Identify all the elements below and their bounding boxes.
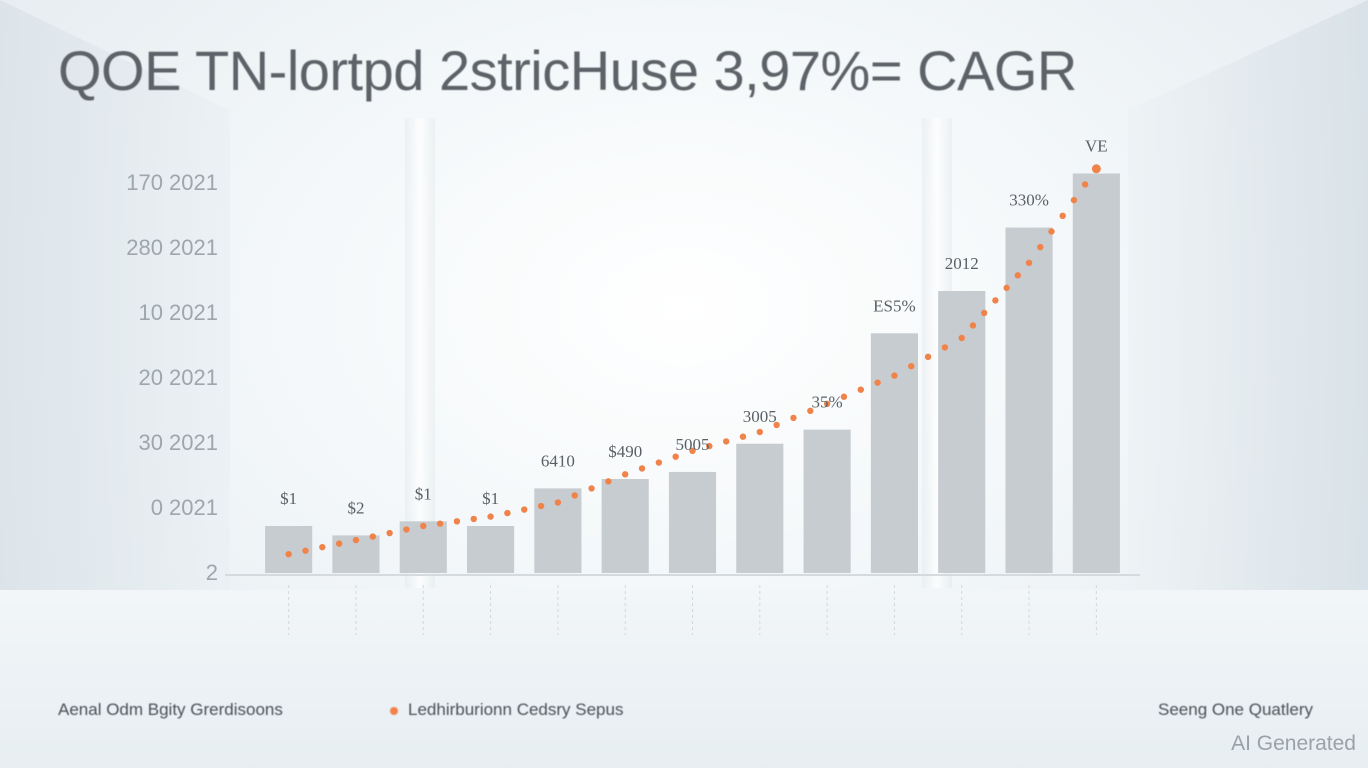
data-label: $490 bbox=[608, 442, 642, 461]
legend-line-label: Ledhirburionn Cedsry Sepus bbox=[408, 700, 624, 719]
line-point bbox=[571, 492, 578, 499]
right-wall bbox=[1128, 0, 1368, 690]
line-point bbox=[453, 518, 461, 525]
line-point bbox=[908, 363, 915, 370]
line-point bbox=[403, 526, 410, 533]
data-label: $2 bbox=[347, 498, 364, 517]
line-point bbox=[621, 471, 629, 478]
line-point bbox=[756, 428, 764, 436]
line-point bbox=[521, 506, 528, 513]
line-point bbox=[980, 309, 988, 317]
line-point bbox=[1003, 284, 1010, 292]
bar bbox=[601, 479, 649, 573]
line-point bbox=[1091, 164, 1101, 174]
line-point bbox=[369, 533, 376, 540]
data-label: ES5% bbox=[873, 296, 916, 315]
chart-area: 170 2021 280 2021 10 2021 20 2021 30 2021 0 2… bbox=[126, 137, 1140, 635]
y-tick-label: 170 2021 bbox=[126, 170, 218, 195]
bar bbox=[736, 443, 784, 573]
data-label: 5005 bbox=[676, 435, 710, 454]
line-point bbox=[1081, 181, 1089, 188]
value-labels: $1 $2 $1 $1 6410 $490 5005 3005 35% ES5% 2012 330% V… bbox=[280, 137, 1108, 518]
line-point bbox=[655, 459, 663, 466]
floor bbox=[0, 590, 1368, 768]
line-point bbox=[1059, 212, 1066, 219]
line-point bbox=[874, 379, 881, 386]
bar bbox=[1072, 173, 1120, 573]
data-label: 3005 bbox=[743, 407, 777, 426]
line-point bbox=[807, 407, 814, 415]
line-point bbox=[722, 438, 730, 445]
legend-right: Seeng One Quatlery bbox=[1158, 700, 1313, 719]
y-tick-label: 10 2021 bbox=[138, 300, 218, 325]
line-point bbox=[638, 465, 646, 472]
watermark: AI Generated bbox=[1231, 732, 1356, 755]
line-point bbox=[941, 344, 949, 351]
line-point bbox=[420, 522, 427, 530]
data-label: 330% bbox=[1009, 191, 1049, 210]
line-series bbox=[285, 164, 1101, 558]
line-point bbox=[773, 421, 780, 429]
line-point bbox=[672, 453, 679, 460]
line-point bbox=[335, 540, 343, 547]
data-label: $1 bbox=[280, 489, 297, 508]
line-point bbox=[1037, 243, 1044, 251]
data-label: 35% bbox=[812, 393, 843, 412]
line-point bbox=[958, 334, 965, 342]
y-axis-ticks: 170 2021 280 2021 10 2021 20 2021 30 2021 0 2… bbox=[126, 170, 218, 585]
legend-line-dot-icon bbox=[390, 706, 398, 715]
line-point bbox=[790, 414, 797, 422]
data-label: $1 bbox=[415, 484, 432, 503]
y-tick-label: 30 2021 bbox=[138, 430, 218, 455]
line-point bbox=[1014, 272, 1022, 279]
line-point bbox=[924, 353, 932, 360]
data-label: VE bbox=[1085, 137, 1108, 156]
line-point bbox=[689, 447, 696, 454]
line-point bbox=[969, 322, 977, 329]
line-point bbox=[739, 433, 747, 440]
bar bbox=[668, 471, 717, 573]
line-point bbox=[706, 442, 713, 450]
y-tick-label: 0 2021 bbox=[151, 495, 218, 520]
x-axis-ticks bbox=[288, 585, 1097, 635]
bar bbox=[938, 291, 986, 573]
line-point bbox=[537, 502, 545, 510]
line-point bbox=[470, 515, 477, 523]
line-point bbox=[436, 520, 444, 527]
chart-title: QOE TN-lortpd 2stricHuse 3,97%= CAGR bbox=[58, 39, 1077, 102]
legend-bars: Aenal Odm Bgity Grerdisoons bbox=[58, 700, 283, 719]
line-point bbox=[1048, 228, 1055, 235]
line-point bbox=[605, 478, 612, 485]
y-tick-label: 2 bbox=[206, 560, 218, 585]
line-point bbox=[386, 529, 393, 537]
left-wall bbox=[0, 0, 230, 690]
bar bbox=[1005, 227, 1053, 574]
line-point bbox=[319, 543, 326, 551]
line-point bbox=[302, 547, 309, 554]
line-point bbox=[1070, 196, 1078, 204]
line-point bbox=[857, 386, 864, 393]
legend-line: Ledhirburionn Cedsry Sepus bbox=[390, 700, 623, 720]
data-label: $1 bbox=[482, 489, 499, 508]
line-point bbox=[992, 297, 999, 304]
bar-series bbox=[265, 173, 1120, 574]
data-label: 2012 bbox=[945, 254, 979, 273]
line-point bbox=[840, 393, 848, 400]
bar bbox=[803, 429, 851, 573]
pillar-left bbox=[405, 118, 435, 588]
bar bbox=[467, 526, 515, 573]
line-point bbox=[352, 536, 360, 544]
line-point bbox=[504, 509, 511, 517]
data-label: 6410 bbox=[541, 451, 575, 470]
line-point bbox=[891, 372, 898, 379]
y-tick-label: 280 2021 bbox=[126, 235, 218, 260]
line-point bbox=[823, 400, 831, 407]
line-point bbox=[588, 485, 595, 492]
line-point bbox=[487, 513, 494, 520]
line-point bbox=[285, 551, 292, 558]
y-tick-label: 20 2021 bbox=[138, 365, 218, 390]
line-point bbox=[1025, 259, 1033, 266]
line-point bbox=[554, 499, 562, 506]
